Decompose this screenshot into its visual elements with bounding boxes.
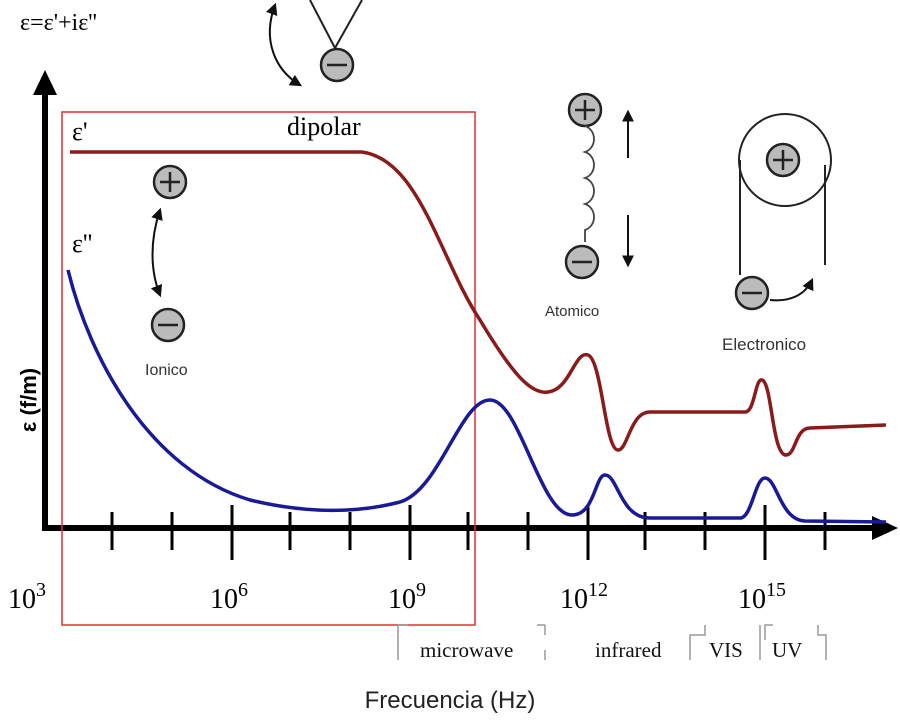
band-label: microwave <box>420 638 513 662</box>
dipolar-label: dipolar <box>287 112 361 141</box>
x-tick-label: 1015 <box>738 579 786 615</box>
electron-arrow <box>770 280 812 300</box>
band-label: VIS <box>709 638 743 662</box>
diagram: ε=ε'+iε'' 103 106 109 1012 1015 ε' ε'' d… <box>0 0 900 721</box>
atomic-label: Atomico <box>545 303 599 320</box>
ionic-arrow <box>153 210 161 295</box>
electronic-label: Electronico <box>722 335 806 354</box>
y-axis-label: ε (f/m) <box>16 368 41 432</box>
imag-label: ε'' <box>72 229 92 258</box>
swing-arrow <box>270 5 300 85</box>
x-tick-label: 103 <box>8 579 46 615</box>
real-label: ε' <box>72 117 88 146</box>
x-tick-label: 109 <box>388 579 426 615</box>
ionic-label: Ionico <box>145 362 188 379</box>
x-axis-label: Frecuencia (Hz) <box>365 687 536 714</box>
x-axis-arrow <box>872 516 898 540</box>
y-axis-arrow <box>33 70 57 95</box>
spring <box>585 126 594 242</box>
band-label: infrared <box>595 638 662 662</box>
band-label: UV <box>772 638 802 662</box>
band-labels: microwave infrared VIS UV <box>420 638 802 662</box>
x-tick-label: 106 <box>210 579 248 615</box>
dipole-strings <box>310 0 362 48</box>
x-tick-labels: 103 106 109 1012 1015 <box>8 579 786 615</box>
imag-curve <box>68 270 886 522</box>
x-ticks <box>112 505 825 560</box>
formula: ε=ε'+iε'' <box>20 10 97 36</box>
x-tick-label: 1012 <box>560 579 608 615</box>
